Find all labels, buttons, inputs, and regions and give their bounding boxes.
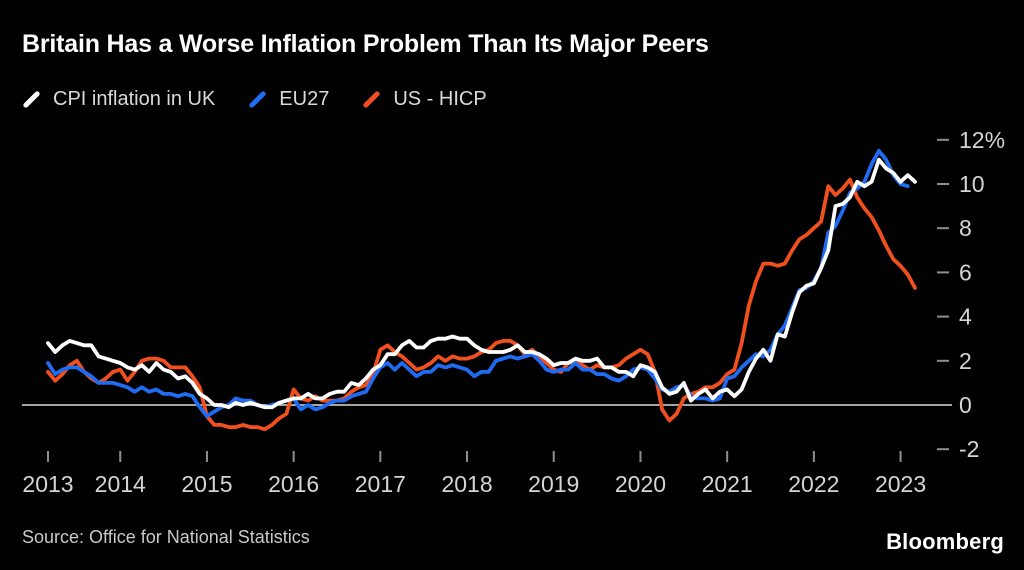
source-note: Source: Office for National Statistics [22,527,310,547]
y-tick-label: 10 [959,171,985,197]
x-tick-label: 2018 [441,471,492,497]
legend-item: US - HICP [361,88,487,111]
x-tick-label: 2023 [875,471,926,497]
legend-label: CPI inflation in UK [53,88,216,110]
y-tick-label: 6 [959,259,972,285]
y-tick-label: 12% [959,127,1005,153]
y-tick-label: 2 [959,348,972,374]
y-tick-label: 0 [959,392,972,418]
bloomberg-logo: Bloomberg [886,529,1004,554]
x-tick-label: 2015 [181,471,232,497]
series-line-eu27 [46,148,910,419]
x-tick-label: 2022 [788,471,839,497]
series-line-cpi-inflation-in-uk [46,157,917,410]
legend-item: EU27 [247,88,329,111]
x-tick-label: 2020 [615,471,666,497]
x-tick-label: 2021 [702,471,753,497]
y-tick-label: -2 [959,436,979,462]
legend-swatch-slash-icon [248,90,267,109]
legend-swatch-slash-icon [22,90,41,109]
legend-label: EU27 [279,88,330,110]
legend-item: CPI inflation in UK [21,88,215,111]
x-tick-label: 2019 [528,471,579,497]
chart-title: Britain Has a Worse Inflation Problem Th… [22,30,709,58]
y-tick-label: 4 [959,304,972,330]
legend: CPI inflation in UK EU27 US - HICP [21,88,487,111]
y-tick-label: 8 [959,215,972,241]
x-tick-label: 2013 [22,471,73,497]
x-tick-label: 2016 [268,471,319,497]
x-tick-label: 2014 [95,471,146,497]
legend-label: US - HICP [393,88,487,110]
legend-swatch-slash-icon [362,90,382,109]
series-line-us-hicp [46,177,917,432]
x-tick-label: 2017 [355,471,406,497]
